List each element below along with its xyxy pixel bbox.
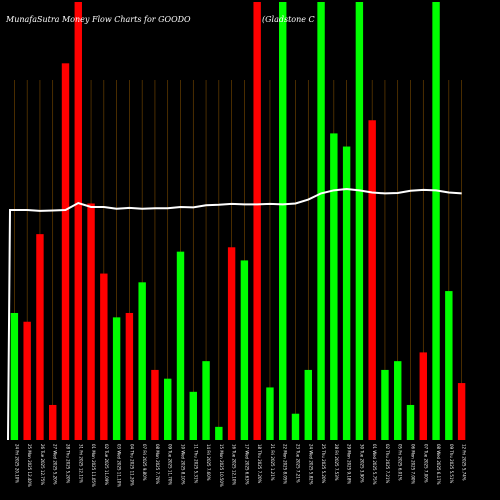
x-tick-label: 01 Wed 2025 5.75% [372, 444, 377, 485]
bar [266, 387, 274, 440]
bar [432, 2, 440, 440]
x-tick-label: 21 Fri 2025 1.21% [270, 444, 275, 481]
x-tick-label: 23 Tue 2025 7.21% [296, 444, 301, 483]
bar [279, 2, 287, 440]
bar [355, 2, 364, 440]
money-flow-line [7, 188, 462, 441]
x-tick-label: 18 Thu 2025 7.20% [257, 444, 262, 484]
bar [368, 120, 376, 440]
x-tick-label: 28 Fri 2025 7.53% [334, 444, 339, 481]
chart-title: MunafaSutra Money Flow Charts for GOODO [5, 15, 191, 24]
x-tick-label: 01 Mon 2025 11.05% [91, 444, 96, 487]
x-tick-label: 22 Mon 2025 8.05% [283, 444, 288, 484]
x-tick-label: 07 Fri 2025 9.80% [142, 444, 147, 481]
bar [202, 361, 210, 440]
bar [49, 404, 57, 440]
bar [10, 312, 19, 440]
bar [342, 146, 351, 441]
bar [189, 391, 197, 440]
x-tick-label: 28 Thu 2025 5.20% [66, 444, 71, 484]
x-tick-label: 10 Wed 2025 8.10% [181, 444, 186, 485]
bar [87, 203, 95, 440]
x-tick-label: 07 Tue 2025 7.00% [423, 444, 428, 483]
x-tick-label: 02 Tue 2025 11.09% [104, 444, 109, 485]
x-tick-label: 27 Wed 2025 5.20% [53, 444, 58, 485]
x-tick-label: 06 Mon 2025 7.00% [411, 444, 416, 484]
x-axis-tick-labels: 24 Fri 2025 20.10% 25 Mon 2025 12.40% 26 T… [14, 444, 466, 487]
x-tick-label: 04 Thu 2025 11.20% [129, 444, 134, 486]
x-tick-label: 12 Fri 2025 5.74% [462, 444, 467, 481]
x-tick-label: 29 Mon 2025 9.18% [347, 444, 352, 484]
bar [227, 247, 236, 440]
x-tick-label: 26 Tue 2025 12.75% [40, 444, 45, 485]
x-tick-label: 09 Thu 2025 5.51% [449, 444, 454, 484]
bar [61, 63, 70, 440]
bar [36, 234, 44, 440]
bar [394, 361, 402, 440]
bar [406, 404, 415, 440]
x-tick-label: 16 Tue 2025 12.10% [232, 444, 237, 485]
x-tick-label: 30 Tue 2025 3.90% [359, 444, 364, 483]
x-tick-label: 25 Thu 2025 5.20% [321, 444, 326, 484]
bar [215, 426, 223, 440]
x-tick-label: 08 Mon 2025 7.70% [155, 444, 160, 484]
x-tick-label: 03 Wed 2025 11.10% [117, 444, 122, 487]
bar [74, 2, 82, 440]
chart-bars [10, 2, 466, 441]
bar [291, 413, 300, 440]
bar [23, 321, 31, 440]
bar [240, 260, 249, 440]
x-tick-label: 31 Fri 2025 12.11% [78, 444, 83, 483]
x-tick-label: 25 Mon 2025 12.40% [27, 444, 32, 487]
bar [253, 2, 261, 440]
bar [100, 273, 108, 440]
bar [381, 369, 389, 440]
bar [138, 282, 146, 440]
bar [445, 291, 453, 440]
bar [317, 2, 325, 440]
x-tick-label: 05 Fri 2025 6.01% [398, 444, 403, 481]
bar [164, 378, 172, 440]
x-tick-label: 24 Fri 2025 20.10% [14, 444, 19, 483]
x-tick-label: 02 Thu 2025 7.21% [385, 444, 390, 484]
x-tick-label: 09 Tue 2025 11.70% [168, 444, 173, 485]
bar [330, 133, 338, 440]
bar [304, 369, 312, 440]
x-tick-label: 08 Wed 2025 6.17% [436, 444, 441, 485]
x-tick-label: 24 Wed 2025 5.82% [308, 444, 313, 485]
x-tick-label: 11 Thu 2025 5.31% [193, 444, 198, 484]
bar [457, 383, 466, 440]
x-tick-label: 14 Fri 2025 7.60% [206, 444, 211, 481]
bar [419, 352, 427, 440]
x-tick-label: 15 Mon 2025 10.50% [219, 444, 224, 487]
x-tick-label: 17 Wed 2025 6.63% [244, 444, 249, 485]
bar [176, 251, 185, 440]
bar [151, 369, 159, 440]
chart-subtitle: (Gladstone C [262, 15, 315, 24]
bar [112, 317, 121, 440]
bar [125, 312, 134, 440]
